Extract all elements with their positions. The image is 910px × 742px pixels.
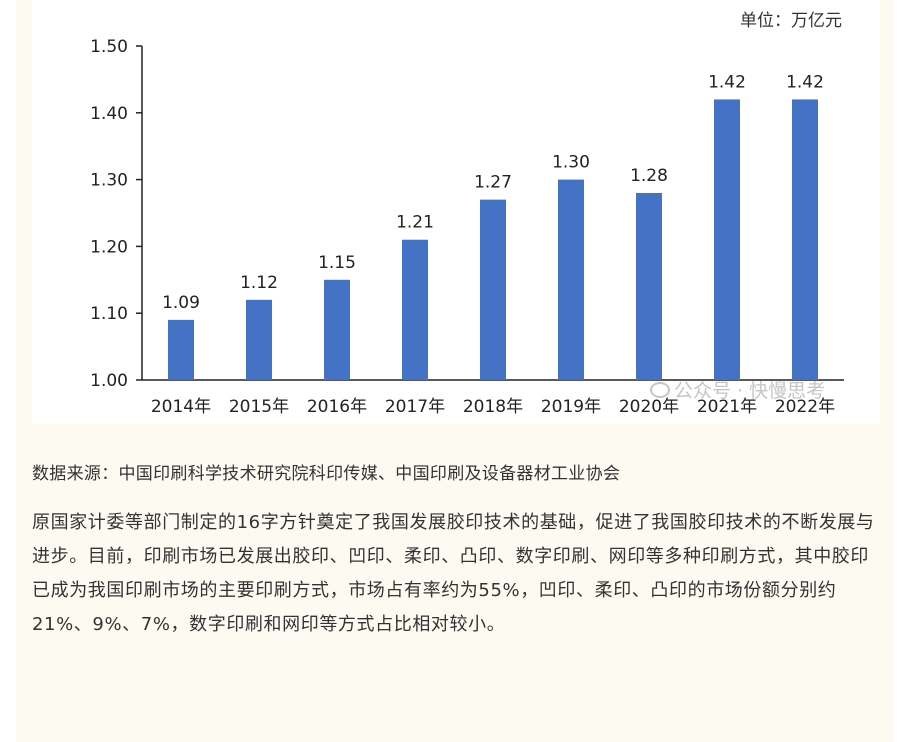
data-label: 1.30 (552, 153, 590, 173)
bar-chart: 1.00 1.10 1.20 1.30 1.40 1.50 1.09 2014年 1.12 201… (90, 37, 844, 417)
bar (714, 99, 740, 380)
bar (558, 179, 584, 380)
x-tick-label: 2019年 (541, 397, 601, 417)
x-tick-label: 2016年 (307, 397, 367, 417)
x-tick-label: 2021年 (697, 397, 757, 417)
y-tick-label: 1.00 (90, 371, 128, 391)
data-label: 1.21 (396, 213, 434, 233)
unit-label: 单位：万亿元 (740, 11, 842, 31)
data-label: 1.12 (240, 273, 278, 293)
watermark-text: 公众号 · 快慢思考 (674, 380, 826, 402)
data-label: 1.09 (162, 293, 200, 313)
watermark: 公众号 · 快慢思考 (650, 376, 825, 403)
y-tick-label: 1.20 (90, 237, 128, 257)
bar (636, 192, 662, 380)
bar (246, 299, 272, 380)
x-tick-label: 2017年 (385, 397, 445, 417)
y-tick-label: 1.10 (90, 304, 128, 324)
body-paragraph: 原国家计委等部门制定的16字方针奠定了我国发展胶印技术的基础，促进了我国胶印技术… (32, 512, 875, 635)
bar (324, 279, 350, 380)
bar (168, 319, 194, 380)
data-label: 1.28 (630, 166, 668, 186)
wechat-icon (650, 381, 670, 398)
x-tick-label: 2015年 (229, 397, 289, 417)
y-tick-label: 1.50 (90, 37, 128, 57)
y-tick-label: 1.40 (90, 104, 128, 124)
data-label: 1.15 (318, 253, 356, 273)
bar (402, 239, 428, 380)
y-tick-label: 1.30 (90, 171, 128, 191)
bar (792, 99, 818, 380)
x-tick-label: 2022年 (775, 397, 835, 417)
data-label: 1.42 (708, 72, 746, 92)
data-label: 1.27 (474, 173, 512, 193)
bar (480, 199, 506, 380)
data-label: 1.42 (786, 72, 824, 92)
chart-panel: 1.00 1.10 1.20 1.30 1.40 1.50 1.09 2014年 1.12 201… (32, 0, 880, 424)
x-tick-label: 2018年 (463, 397, 523, 417)
x-tick-label: 2014年 (151, 397, 211, 417)
data-source-caption: 数据来源：中国印刷科学技术研究院科印传媒、中国印刷及设备器材工业协会 (32, 464, 621, 484)
x-tick-label: 2020年 (619, 397, 679, 417)
